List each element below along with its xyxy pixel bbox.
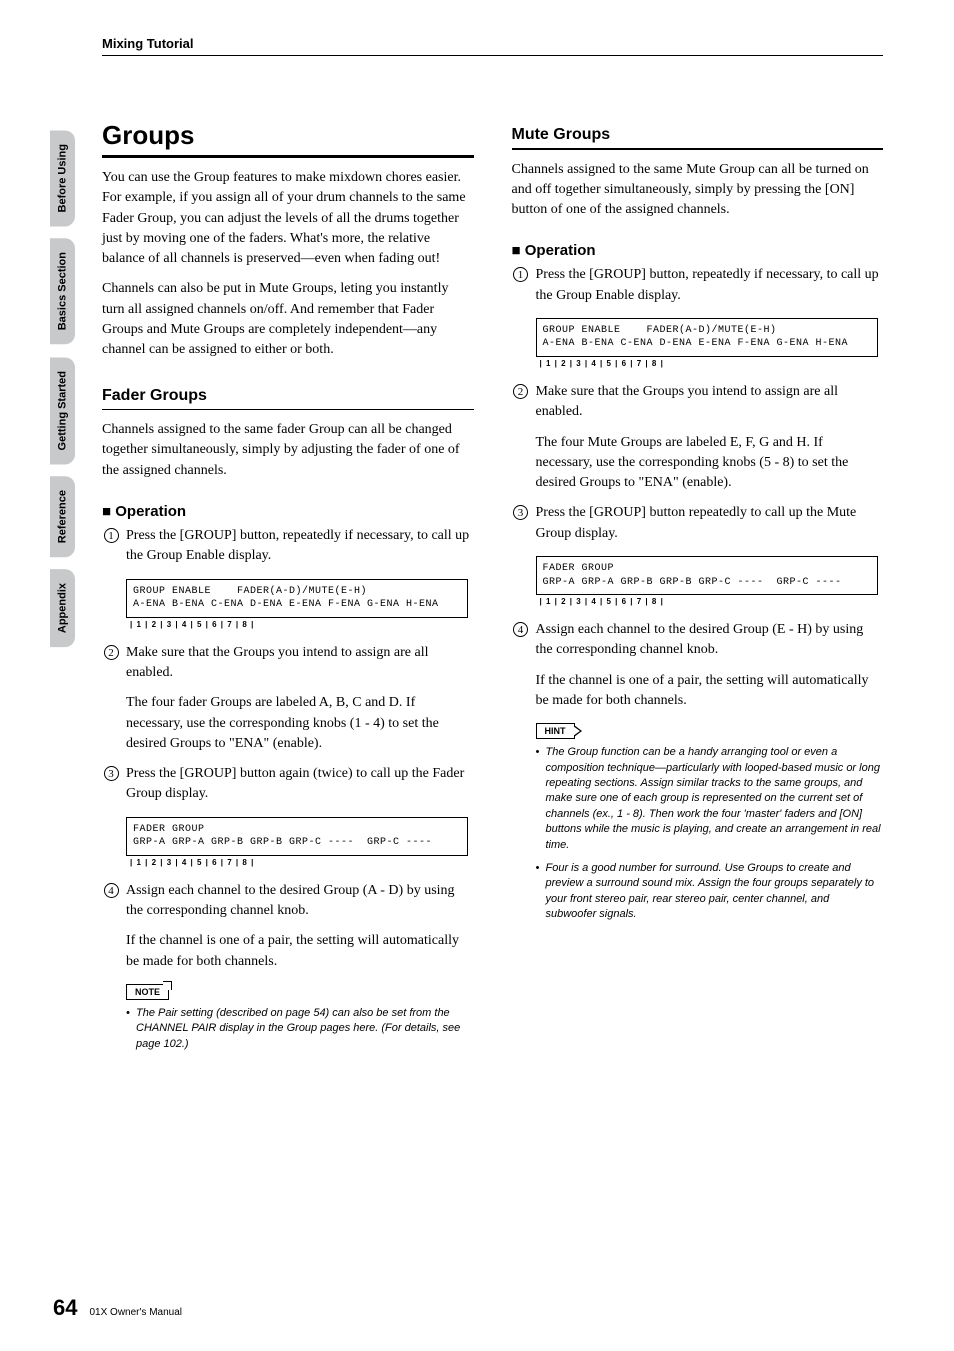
note-label: NOTE <box>126 984 169 1000</box>
right-column: Mute Groups Channels assigned to the sam… <box>512 120 884 1060</box>
lcd-line: FADER GROUP <box>133 824 205 835</box>
hint-label: HINT <box>536 723 575 739</box>
sidebar-tabs: Before Using Basics Section Getting Star… <box>50 130 82 660</box>
step-4: 4 Assign each channel to the desired Gro… <box>512 620 884 661</box>
lcd-group-enable: GROUP ENABLE FADER(A-D)/MUTE(E-H) A-ENA … <box>126 579 468 629</box>
page-number: 64 <box>53 1295 77 1321</box>
lcd-legend: | 1 | 2 | 3 | 4 | 5 | 6 | 7 | 8 | <box>536 595 878 606</box>
h2-mute-groups: Mute Groups <box>512 126 884 144</box>
step-2: 2 Make sure that the Groups you intend t… <box>102 643 474 684</box>
step-3: 3 Press the [GROUP] button repeatedly to… <box>512 503 884 544</box>
footer: 64 01X Owner's Manual <box>53 1295 182 1321</box>
operation-heading: Operation <box>102 503 474 520</box>
lcd-group-enable: GROUP ENABLE FADER(A-D)/MUTE(E-H) A-ENA … <box>536 318 878 368</box>
h1-rule <box>102 155 474 158</box>
step-text: Make sure that the Groups you intend to … <box>126 643 474 684</box>
step-text: Press the [GROUP] button repeatedly to c… <box>536 503 884 544</box>
lcd-line: GRP-A GRP-A GRP-B GRP-B GRP-C ---- GRP-C… <box>543 577 842 588</box>
step-4: 4 Assign each channel to the desired Gro… <box>102 881 474 922</box>
step-number-icon: 3 <box>102 764 120 805</box>
lcd-line: GROUP ENABLE FADER(A-D)/MUTE(E-H) <box>543 325 777 336</box>
step-text: Press the [GROUP] button again (twice) t… <box>126 764 474 805</box>
lcd-line: A-ENA B-ENA C-ENA D-ENA E-ENA F-ENA G-EN… <box>543 338 849 349</box>
step-3: 3 Press the [GROUP] button again (twice)… <box>102 764 474 805</box>
step-text: Press the [GROUP] button, repeatedly if … <box>126 526 474 567</box>
note-list: The Pair setting (described on page 54) … <box>126 1006 474 1052</box>
step-text: Press the [GROUP] button, repeatedly if … <box>536 265 884 306</box>
operation-heading: Operation <box>512 242 884 259</box>
h2-rule <box>512 148 884 150</box>
step-text: Assign each channel to the desired Group… <box>536 620 884 661</box>
hint-item: Four is a good number for surround. Use … <box>536 861 884 923</box>
lcd-line: GRP-A GRP-A GRP-B GRP-B GRP-C ---- GRP-C… <box>133 837 432 848</box>
side-tab: Getting Started <box>50 357 75 464</box>
step-text: Make sure that the Groups you intend to … <box>536 382 884 423</box>
lcd-screen: GROUP ENABLE FADER(A-D)/MUTE(E-H) A-ENA … <box>536 318 878 357</box>
hint-item: The Group function can be a handy arrang… <box>536 745 884 853</box>
hint-list: The Group function can be a handy arrang… <box>536 745 884 922</box>
mute-desc: Channels assigned to the same Mute Group… <box>512 160 884 221</box>
lcd-legend: | 1 | 2 | 3 | 4 | 5 | 6 | 7 | 8 | <box>536 357 878 368</box>
step-text: Assign each channel to the desired Group… <box>126 881 474 922</box>
step-1: 1 Press the [GROUP] button, repeatedly i… <box>512 265 884 306</box>
step-number-icon: 2 <box>512 382 530 423</box>
side-tab: Before Using <box>50 130 75 226</box>
step-2: 2 Make sure that the Groups you intend t… <box>512 382 884 423</box>
step-number-icon: 3 <box>512 503 530 544</box>
step-subtext: If the channel is one of a pair, the set… <box>536 671 884 712</box>
lcd-fader-group: FADER GROUP GRP-A GRP-A GRP-B GRP-B GRP-… <box>536 556 878 606</box>
lcd-line: A-ENA B-ENA C-ENA D-ENA E-ENA F-ENA G-EN… <box>133 599 439 610</box>
lcd-screen: FADER GROUP GRP-A GRP-A GRP-B GRP-B GRP-… <box>536 556 878 595</box>
step-number-icon: 4 <box>512 620 530 661</box>
lcd-fader-group: FADER GROUP GRP-A GRP-A GRP-B GRP-B GRP-… <box>126 817 468 867</box>
step-number-icon: 1 <box>512 265 530 306</box>
lcd-screen: FADER GROUP GRP-A GRP-A GRP-B GRP-B GRP-… <box>126 817 468 856</box>
lcd-line: GROUP ENABLE FADER(A-D)/MUTE(E-H) <box>133 586 367 597</box>
note-item: The Pair setting (described on page 54) … <box>126 1006 474 1052</box>
side-tab: Appendix <box>50 569 75 647</box>
step-subtext: The four Mute Groups are labeled E, F, G… <box>536 433 884 494</box>
step-1: 1 Press the [GROUP] button, repeatedly i… <box>102 526 474 567</box>
step-subtext: The four fader Groups are labeled A, B, … <box>126 693 474 754</box>
fader-desc: Channels assigned to the same fader Grou… <box>102 420 474 481</box>
manual-name: 01X Owner's Manual <box>89 1307 182 1318</box>
left-column: Groups You can use the Group features to… <box>102 120 474 1060</box>
h1-groups: Groups <box>102 120 474 151</box>
side-tab: Reference <box>50 476 75 557</box>
step-subtext: If the channel is one of a pair, the set… <box>126 931 474 972</box>
step-number-icon: 1 <box>102 526 120 567</box>
h2-rule <box>102 409 474 411</box>
running-header: Mixing Tutorial <box>102 36 193 51</box>
intro-p1: You can use the Group features to make m… <box>102 168 474 269</box>
lcd-line: FADER GROUP <box>543 563 615 574</box>
lcd-screen: GROUP ENABLE FADER(A-D)/MUTE(E-H) A-ENA … <box>126 579 468 618</box>
header-rule <box>102 55 883 56</box>
step-number-icon: 4 <box>102 881 120 922</box>
lcd-legend: | 1 | 2 | 3 | 4 | 5 | 6 | 7 | 8 | <box>126 618 468 629</box>
lcd-legend: | 1 | 2 | 3 | 4 | 5 | 6 | 7 | 8 | <box>126 856 468 867</box>
content-columns: Groups You can use the Group features to… <box>102 120 883 1060</box>
step-number-icon: 2 <box>102 643 120 684</box>
side-tab: Basics Section <box>50 238 75 344</box>
h2-fader-groups: Fader Groups <box>102 387 474 405</box>
intro-p2: Channels can also be put in Mute Groups,… <box>102 279 474 360</box>
